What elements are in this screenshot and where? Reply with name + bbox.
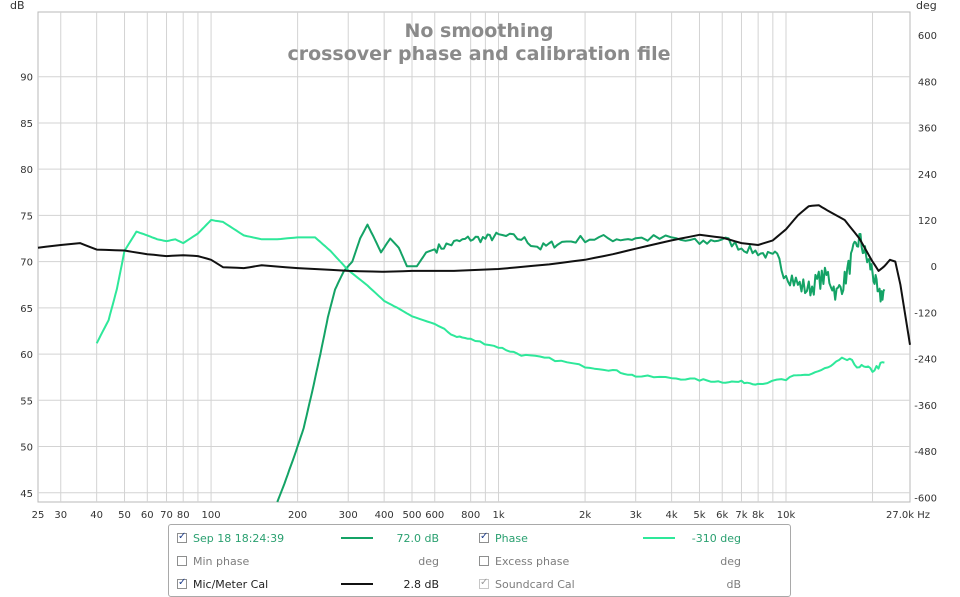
left-y-tick-label: 65	[20, 304, 33, 315]
axis-labels: 25 30 40 50 60 70 80 100 200 300 400 500 600 800 1k 2k 3…	[20, 31, 937, 520]
legend-item-phase[interactable]: Phase	[479, 527, 528, 549]
soundcard-cal-value: dB	[726, 577, 741, 591]
excess-phase-label: Excess phase	[495, 554, 570, 568]
phase-swatch	[643, 527, 675, 549]
legend-item-excess-phase[interactable]: Excess phase	[479, 550, 569, 572]
excess-phase-checkbox[interactable]	[479, 556, 489, 566]
x-tick-label: 6k	[716, 510, 728, 520]
left-y-tick-label: 80	[20, 165, 33, 176]
x-tick-label: 400	[375, 510, 394, 520]
measurement-checkbox[interactable]	[177, 531, 187, 543]
x-tick-label: 200	[288, 510, 307, 520]
x-tick-label: 50	[118, 510, 131, 520]
legend-row: Min phase deg Excess phase deg	[169, 550, 790, 572]
x-tick-label: 30	[54, 510, 67, 520]
traces	[37, 204, 911, 503]
legend-item-mic-cal[interactable]: Mic/Meter Cal	[177, 573, 268, 595]
grid-lines	[38, 12, 910, 502]
right-y-tick-label: -600	[914, 493, 937, 504]
legend-row: Mic/Meter Cal 2.8 dB Soundcard Cal dB	[169, 573, 790, 595]
legend-row: Sep 18 18:24:39 72.0 dB Phase -310 deg	[169, 527, 790, 549]
x-tick-label: 300	[339, 510, 358, 520]
mic-cal-swatch	[341, 573, 373, 595]
mic-cal-value: 2.8 dB	[403, 577, 439, 591]
x-tick-label: 7k	[735, 510, 747, 520]
phase-checkbox[interactable]	[479, 531, 489, 543]
x-tick-label: 25	[32, 510, 45, 520]
x-tick-label: 500	[402, 510, 421, 520]
right-y-tick-label: -480	[914, 447, 937, 458]
mic-cal-checkbox[interactable]	[177, 577, 187, 589]
x-tick-label: 3k	[630, 510, 642, 520]
min-phase-checkbox[interactable]	[177, 556, 187, 566]
x-tick-label: 40	[90, 510, 103, 520]
legend-item-soundcard-cal[interactable]: Soundcard Cal	[479, 573, 575, 595]
right-y-tick-label: -240	[914, 355, 937, 366]
left-y-tick-label: 55	[20, 396, 33, 407]
x-tick-label: 4k	[666, 510, 678, 520]
x-tick-label: 1k	[492, 510, 504, 520]
x-tick-label: 60	[141, 510, 154, 520]
min-phase-label: Min phase	[193, 554, 250, 568]
frequency-response-chart: 25 30 40 50 60 70 80 100 200 300 400 500 600 800 1k 2k 3…	[10, 0, 937, 520]
x-tick-label: 5k	[693, 510, 705, 520]
left-y-tick-label: 45	[20, 489, 33, 500]
left-y-tick-label: 60	[20, 350, 33, 361]
trace-phase	[95, 219, 885, 386]
trace-mic-meter-cal	[37, 204, 911, 345]
right-y-tick-label: 360	[918, 124, 937, 135]
right-y-tick-label: 0	[931, 262, 937, 273]
excess-phase-value: deg	[720, 554, 741, 568]
measurement-value: 72.0 dB	[396, 531, 439, 545]
phase-label: Phase	[495, 531, 528, 545]
x-tick-label: 70	[160, 510, 173, 520]
soundcard-cal-checkbox[interactable]	[479, 577, 489, 589]
legend-item-min-phase[interactable]: Min phase	[177, 550, 249, 572]
measurement-swatch	[341, 527, 373, 549]
x-tick-label: 80	[177, 510, 190, 520]
left-y-tick-label: 50	[20, 443, 33, 454]
chart-title-line1: No smoothing	[404, 20, 553, 42]
right-y-tick-label: 240	[918, 170, 937, 181]
left-y-tick-label: 90	[20, 73, 33, 84]
measurement-label: Sep 18 18:24:39	[193, 531, 285, 545]
x-tick-label: 800	[461, 510, 480, 520]
legend-panel: Sep 18 18:24:39 72.0 dB Phase -310 deg M…	[168, 524, 791, 597]
x-tick-label: 10k	[777, 510, 796, 520]
soundcard-cal-label: Soundcard Cal	[495, 577, 575, 591]
left-y-tick-label: 85	[20, 119, 33, 130]
left-y-tick-label: 70	[20, 258, 33, 269]
phase-value: -310 deg	[691, 531, 741, 545]
right-y-tick-label: 600	[918, 31, 937, 42]
mic-cal-label: Mic/Meter Cal	[193, 577, 269, 591]
x-tick-label: 27.0k Hz	[886, 510, 930, 520]
right-axis-unit: deg	[916, 0, 937, 12]
right-y-tick-label: -120	[914, 308, 937, 319]
x-tick-label: 8k	[752, 510, 764, 520]
left-axis-unit: dB	[10, 0, 25, 12]
left-y-tick-label: 75	[20, 211, 33, 222]
x-tick-label: 100	[202, 510, 221, 520]
x-tick-label: 2k	[579, 510, 591, 520]
right-y-tick-label: 480	[918, 77, 937, 88]
legend-item-measurement[interactable]: Sep 18 18:24:39	[177, 527, 284, 549]
right-y-tick-label: 120	[918, 216, 937, 227]
right-y-tick-label: -360	[914, 401, 937, 412]
min-phase-value: deg	[418, 554, 439, 568]
chart-title-line2: crossover phase and calibration file	[287, 43, 670, 65]
x-tick-label: 600	[425, 510, 444, 520]
